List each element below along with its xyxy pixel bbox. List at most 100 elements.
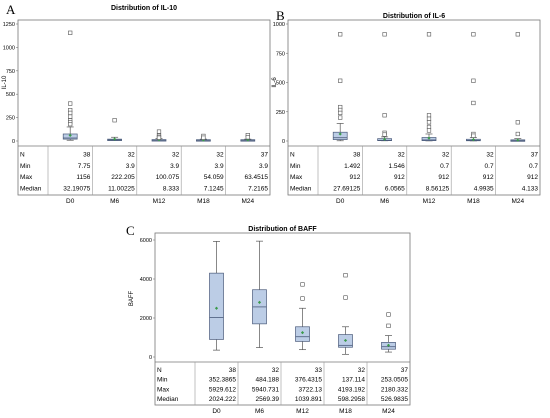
y-tick-label: 1000 <box>3 45 15 51</box>
table-cell: 32 <box>128 152 136 159</box>
chart-frame <box>17 19 271 196</box>
outlier-point <box>338 115 343 120</box>
table-row-label: Median <box>157 396 179 403</box>
mean-marker <box>516 138 520 142</box>
table-cell: 253.0505 <box>381 377 408 384</box>
table-row-label: Min <box>20 163 31 170</box>
table-cell: 38 <box>229 367 237 374</box>
mean-marker <box>471 137 475 142</box>
table-cell: 3.9 <box>215 163 224 170</box>
y-tick-label: 0 <box>149 355 152 361</box>
x-tick-label: M24 <box>511 198 524 205</box>
mean-marker <box>214 306 219 310</box>
outlier-point <box>343 295 348 300</box>
table-cell: 32 <box>486 152 494 159</box>
table-row-label: Max <box>290 174 303 181</box>
mean-marker <box>257 300 262 304</box>
y-tick-label: 250 <box>276 110 285 116</box>
x-tick-label: M12 <box>423 198 436 205</box>
table-cell: 1039.891 <box>295 396 322 403</box>
table-cell: 5940.731 <box>252 386 279 393</box>
chart-title: Distribution of IL-10 <box>111 5 177 12</box>
outlier-point <box>382 132 387 137</box>
mean-marker <box>383 137 387 141</box>
mean-marker <box>386 343 391 347</box>
x-tick-label: M6 <box>255 408 264 415</box>
table-cell: 0.7 <box>485 163 494 170</box>
y-tick-label: 4000 <box>140 277 152 283</box>
panel-letter-a: A <box>6 2 16 17</box>
y-tick-label: 2000 <box>140 316 152 322</box>
table-cell: 137.114 <box>342 377 365 384</box>
table-cell: 912 <box>527 174 538 181</box>
table-row-label: Min <box>290 163 301 170</box>
outlier-point <box>300 282 305 287</box>
table-cell: 32 <box>398 152 406 159</box>
table-cell: 7.1245 <box>204 185 224 192</box>
table-cell: 1.492 <box>344 163 361 170</box>
y-tick-label: 1000 <box>273 22 285 28</box>
box <box>209 272 224 340</box>
table-cell: 32 <box>216 152 224 159</box>
table-cell: 63.4515 <box>245 174 269 181</box>
x-tick-label: D0 <box>66 198 75 205</box>
table-cell: 54.059 <box>204 174 224 181</box>
table-cell: 38 <box>353 152 361 159</box>
outlier-point <box>112 118 117 123</box>
outlier-point <box>343 273 348 278</box>
y-tick-label: 6000 <box>140 238 152 244</box>
table-cell: 912 <box>350 174 361 181</box>
table-cell: 4193.192 <box>338 386 365 393</box>
outlier-point <box>515 32 520 37</box>
table-cell: 2024.222 <box>209 396 236 403</box>
table-cell: 3722.13 <box>299 386 323 393</box>
outlier-point <box>156 135 162 140</box>
table-cell: 912 <box>438 174 449 181</box>
y-axis-label: BAFF <box>129 291 135 307</box>
table-cell: 33 <box>315 367 323 374</box>
table-row-label: N <box>290 152 295 159</box>
outlier-point <box>515 131 520 137</box>
outlier-point <box>386 323 391 328</box>
table-cell: 32.19075 <box>63 185 90 192</box>
table-cell: 2569.39 <box>256 396 280 403</box>
table-cell: 0.7 <box>529 163 538 170</box>
y-tick-label: 500 <box>276 81 285 87</box>
table-cell: 37 <box>531 152 539 159</box>
table-cell: 3.9 <box>170 163 179 170</box>
outlier-point <box>338 78 343 83</box>
table-cell: 32 <box>442 152 450 159</box>
table-cell: 376.4315 <box>295 377 322 384</box>
table-cell: 352.3865 <box>209 377 236 384</box>
table-cell: 32 <box>358 367 366 374</box>
mean-marker <box>343 338 348 343</box>
outlier-point <box>338 110 343 116</box>
x-tick-label: M6 <box>110 198 119 205</box>
outlier-point <box>426 128 432 133</box>
x-tick-label: M18 <box>467 198 480 205</box>
table-cell: 2180.332 <box>381 386 408 393</box>
mean-marker <box>338 132 342 136</box>
x-tick-label: M12 <box>296 408 309 415</box>
y-tick-label: 750 <box>6 69 15 75</box>
outlier-point <box>300 296 305 301</box>
table-cell: 3.9 <box>126 163 135 170</box>
table-cell: 1.546 <box>389 163 406 170</box>
chart-frame <box>287 19 541 196</box>
chart-title: Distribution of BAFF <box>248 226 317 233</box>
mean-marker <box>113 137 117 141</box>
mean-marker <box>300 331 305 335</box>
panel-letter-c: C <box>126 223 135 238</box>
outlier-point <box>245 135 250 140</box>
table-cell: 0.7 <box>440 163 449 170</box>
table-cell: 4.133 <box>522 185 539 192</box>
table-cell: 100.075 <box>156 174 180 181</box>
y-axis-label: IL-10 <box>2 75 8 89</box>
chart-frame <box>154 232 411 406</box>
outlier-point <box>471 100 476 106</box>
outlier-point <box>471 133 476 138</box>
y-tick-label: 500 <box>6 92 15 98</box>
x-tick-label: D0 <box>212 408 221 415</box>
outlier-point <box>68 122 73 127</box>
